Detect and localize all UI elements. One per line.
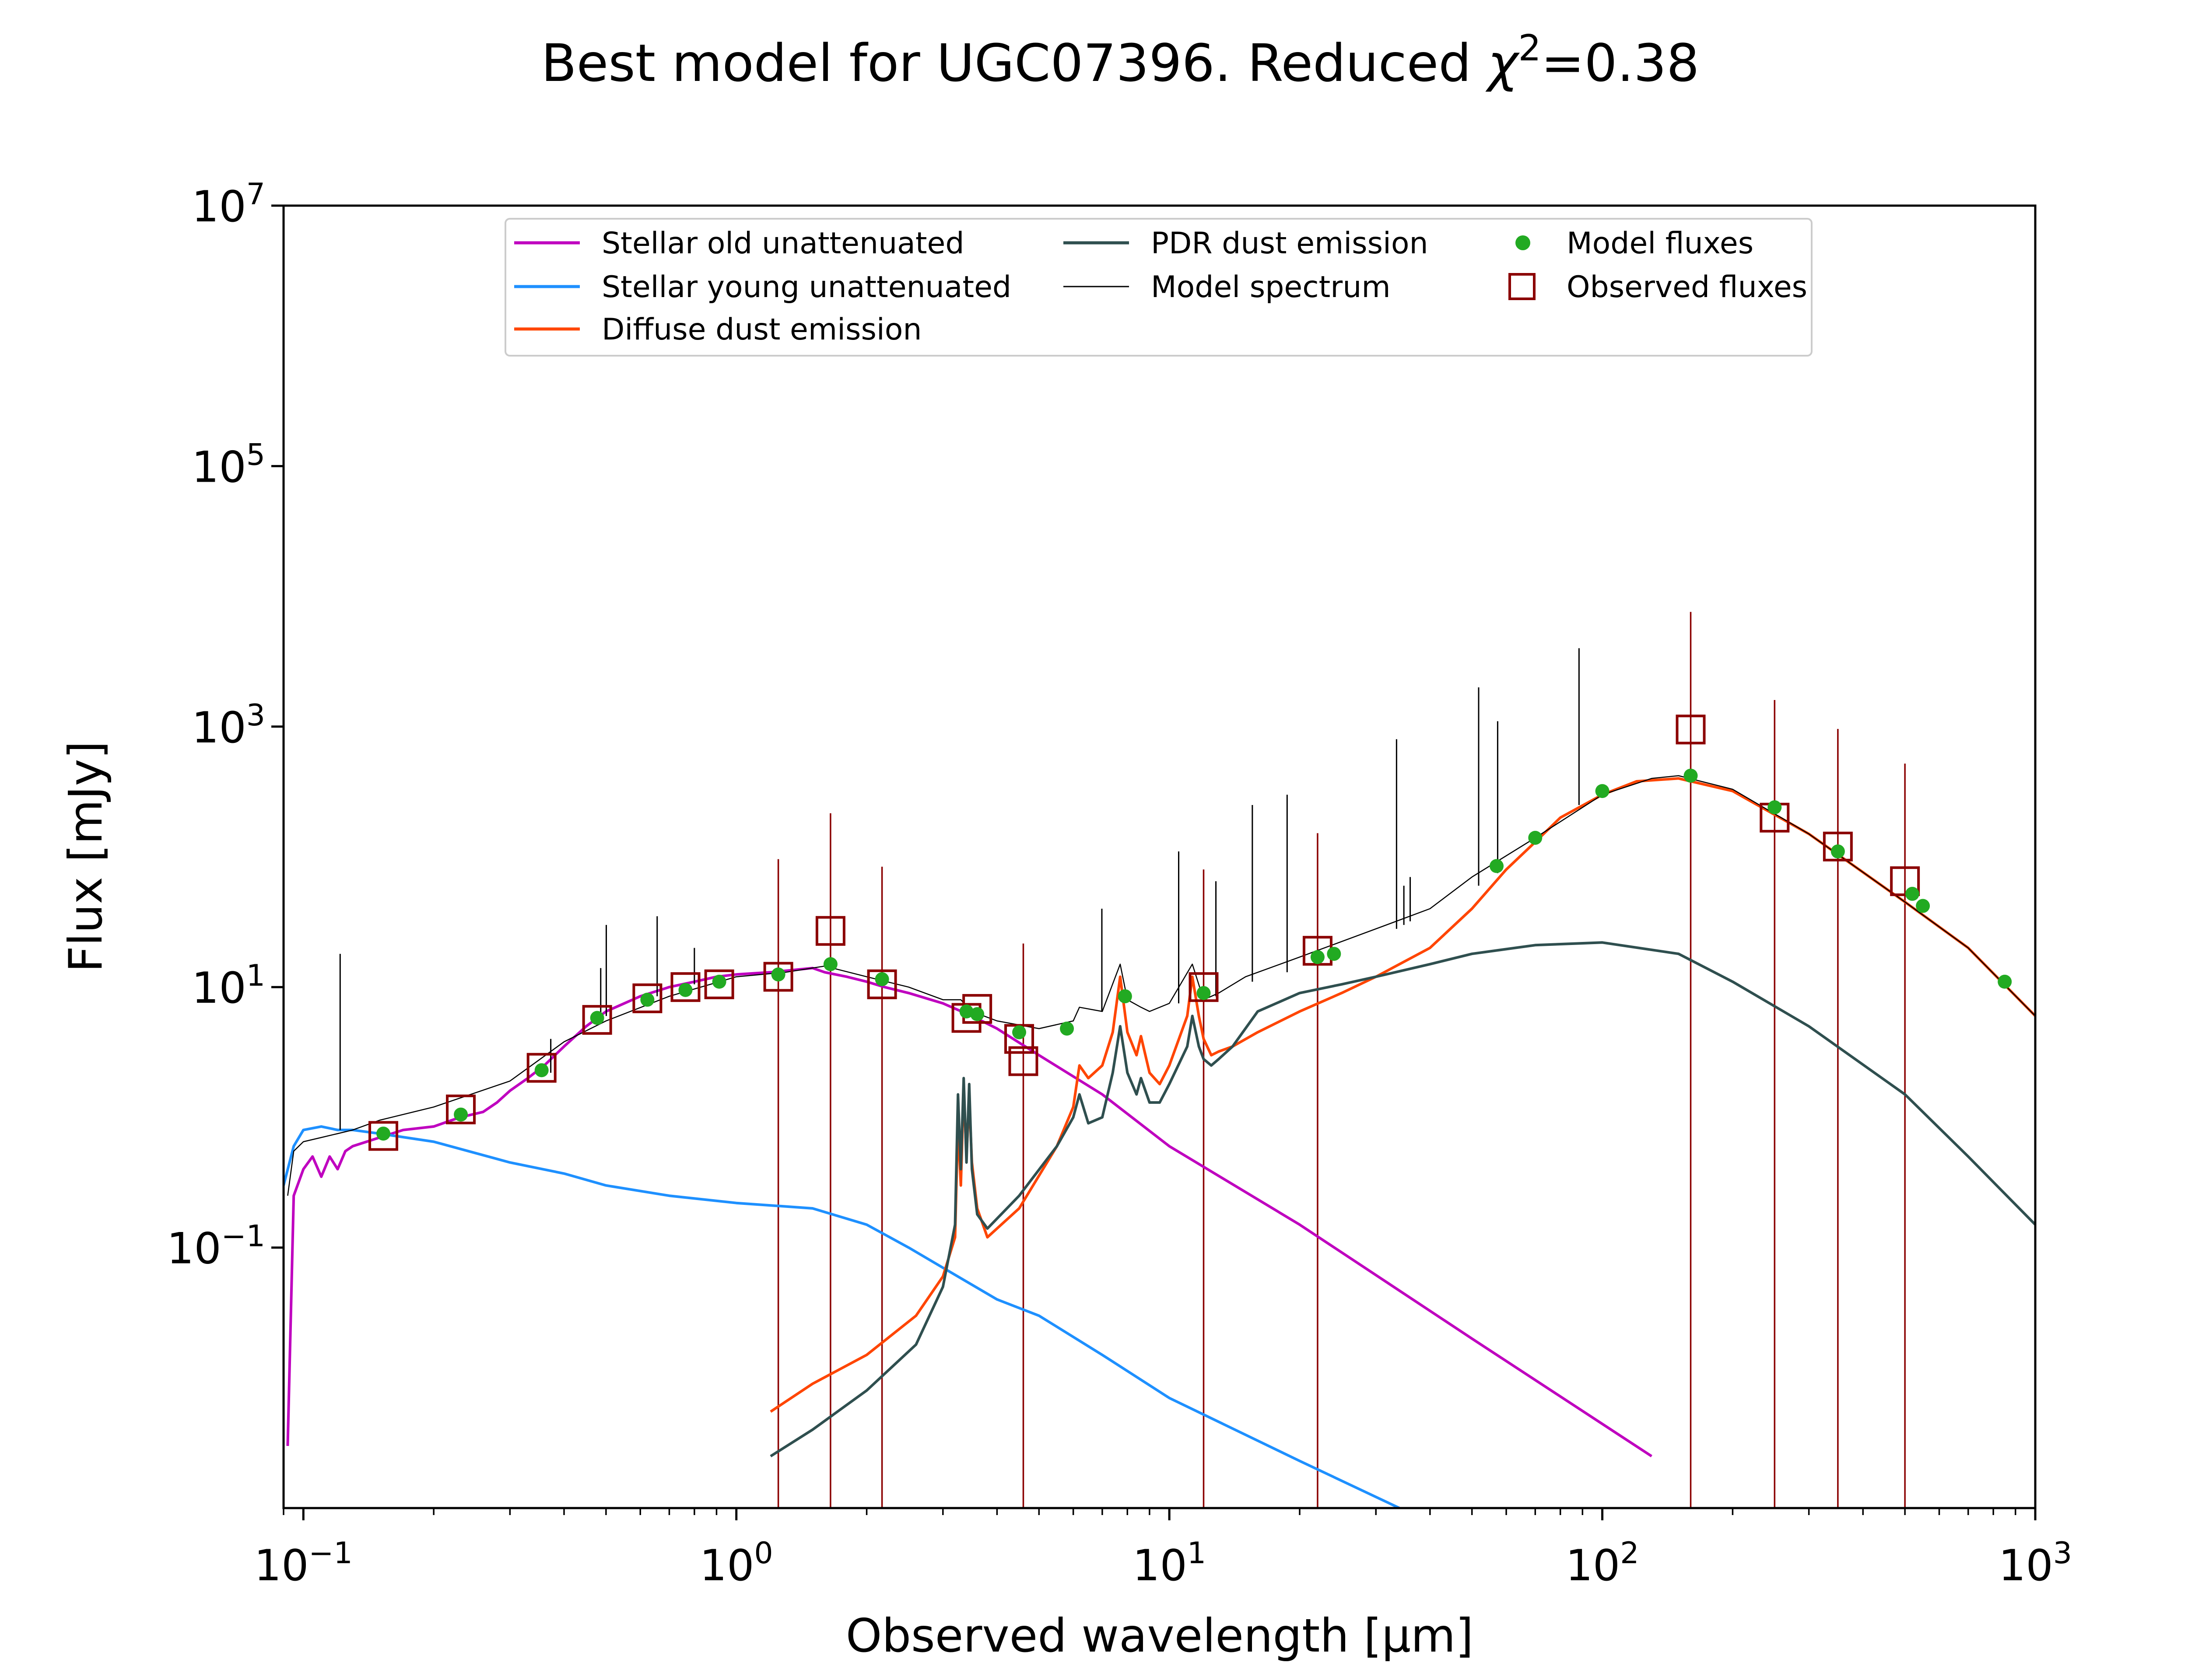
y-tick-label: 107 (192, 177, 265, 232)
model-flux-point (1118, 989, 1132, 1004)
x-tick-label: 10−1 (254, 1536, 353, 1591)
model-flux-point (875, 972, 889, 987)
model-flux-point (1998, 974, 2012, 989)
x-tick-label: 100 (700, 1536, 773, 1591)
model-flux-point (1012, 1025, 1027, 1040)
model-flux-point (1490, 859, 1504, 873)
observed-flux-marker (704, 969, 734, 999)
y-tick-label: 105 (192, 438, 265, 493)
model-flux-point (454, 1107, 468, 1122)
observed-flux-marker (867, 969, 897, 999)
pdr-dust-line (770, 941, 2035, 1458)
observed-flux-marker (632, 983, 663, 1013)
y-tick-label: 101 (192, 959, 265, 1014)
model-flux-point (1916, 899, 1930, 913)
legend-label: Observed fluxes (1567, 270, 1807, 304)
model-flux-point (376, 1127, 391, 1141)
observed-flux-marker (1823, 831, 1853, 861)
legend-box (505, 218, 1813, 357)
legend-label: PDR dust emission (1151, 226, 1428, 261)
legend-label: Stellar old unattenuated (602, 226, 964, 261)
model-flux-point (771, 967, 785, 982)
y-axis-ticks: 10−1 101 103 105 107 (167, 177, 284, 1274)
observed-flux-marker (670, 972, 701, 1002)
y-axis-label: Flux [mJy] (59, 741, 112, 973)
model-flux-point (1528, 830, 1543, 845)
observed-flux-marker (815, 916, 845, 946)
y-tick-label: 10−1 (167, 1219, 265, 1274)
plot-data (284, 612, 2035, 1508)
model-flux-point (1196, 986, 1211, 1000)
observed-flux-marker (763, 962, 793, 992)
observed-flux-marker (1189, 972, 1219, 1002)
legend: Stellar old unattenuated Stellar young un… (505, 218, 1813, 357)
legend-label: Model spectrum (1151, 270, 1391, 304)
model-flux-point (1327, 947, 1341, 961)
model-flux-point (1905, 887, 1920, 901)
model-flux-point (970, 1007, 985, 1022)
observed-flux-marker (1008, 1046, 1038, 1076)
model-flux-point (1830, 844, 1845, 859)
model-flux-point (712, 974, 726, 989)
x-tick-label: 102 (1566, 1536, 1639, 1591)
model-spectrum-line (287, 775, 2035, 1196)
legend-label: Stellar young unattenuated (602, 270, 1011, 304)
y-tick-label: 103 (192, 698, 265, 753)
stellar-young-line (284, 1125, 1400, 1508)
x-axis-label: Observed wavelength [μm] (846, 1609, 1474, 1662)
x-axis-ticks: 10−1 100 101 102 103 (254, 1508, 2072, 1591)
x-tick-label: 101 (1133, 1536, 1206, 1591)
model-flux-point (1767, 800, 1782, 815)
model-flux-point (678, 983, 693, 997)
model-flux-point (534, 1063, 549, 1078)
x-tick-label: 103 (1999, 1536, 2072, 1591)
legend-swatch-square (1508, 273, 1536, 300)
model-flux-point (1310, 950, 1325, 964)
observed-flux-marker (368, 1121, 399, 1151)
legend-label: Model fluxes (1567, 226, 1753, 261)
model-flux-point (823, 957, 838, 971)
legend-label: Diffuse dust emission (602, 312, 922, 347)
observed-flux-marker (446, 1094, 476, 1124)
model-flux-point (1060, 1022, 1074, 1036)
plot-frame (282, 204, 2037, 1509)
model-flux-point (1683, 768, 1698, 783)
observed-flux-marker (1890, 866, 1920, 896)
observed-flux-marker (1676, 714, 1706, 745)
chart-title: Best model for UGC07396. Reduced χ2=0.38 (541, 28, 1700, 94)
observed-flux-marker (526, 1053, 557, 1083)
legend-swatch-dot (1515, 235, 1530, 250)
model-flux-point (959, 1004, 974, 1018)
observed-flux-marker (582, 1005, 612, 1035)
model-flux-point (590, 1011, 604, 1025)
model-flux-point (640, 993, 655, 1007)
model-flux-point (1595, 784, 1609, 798)
